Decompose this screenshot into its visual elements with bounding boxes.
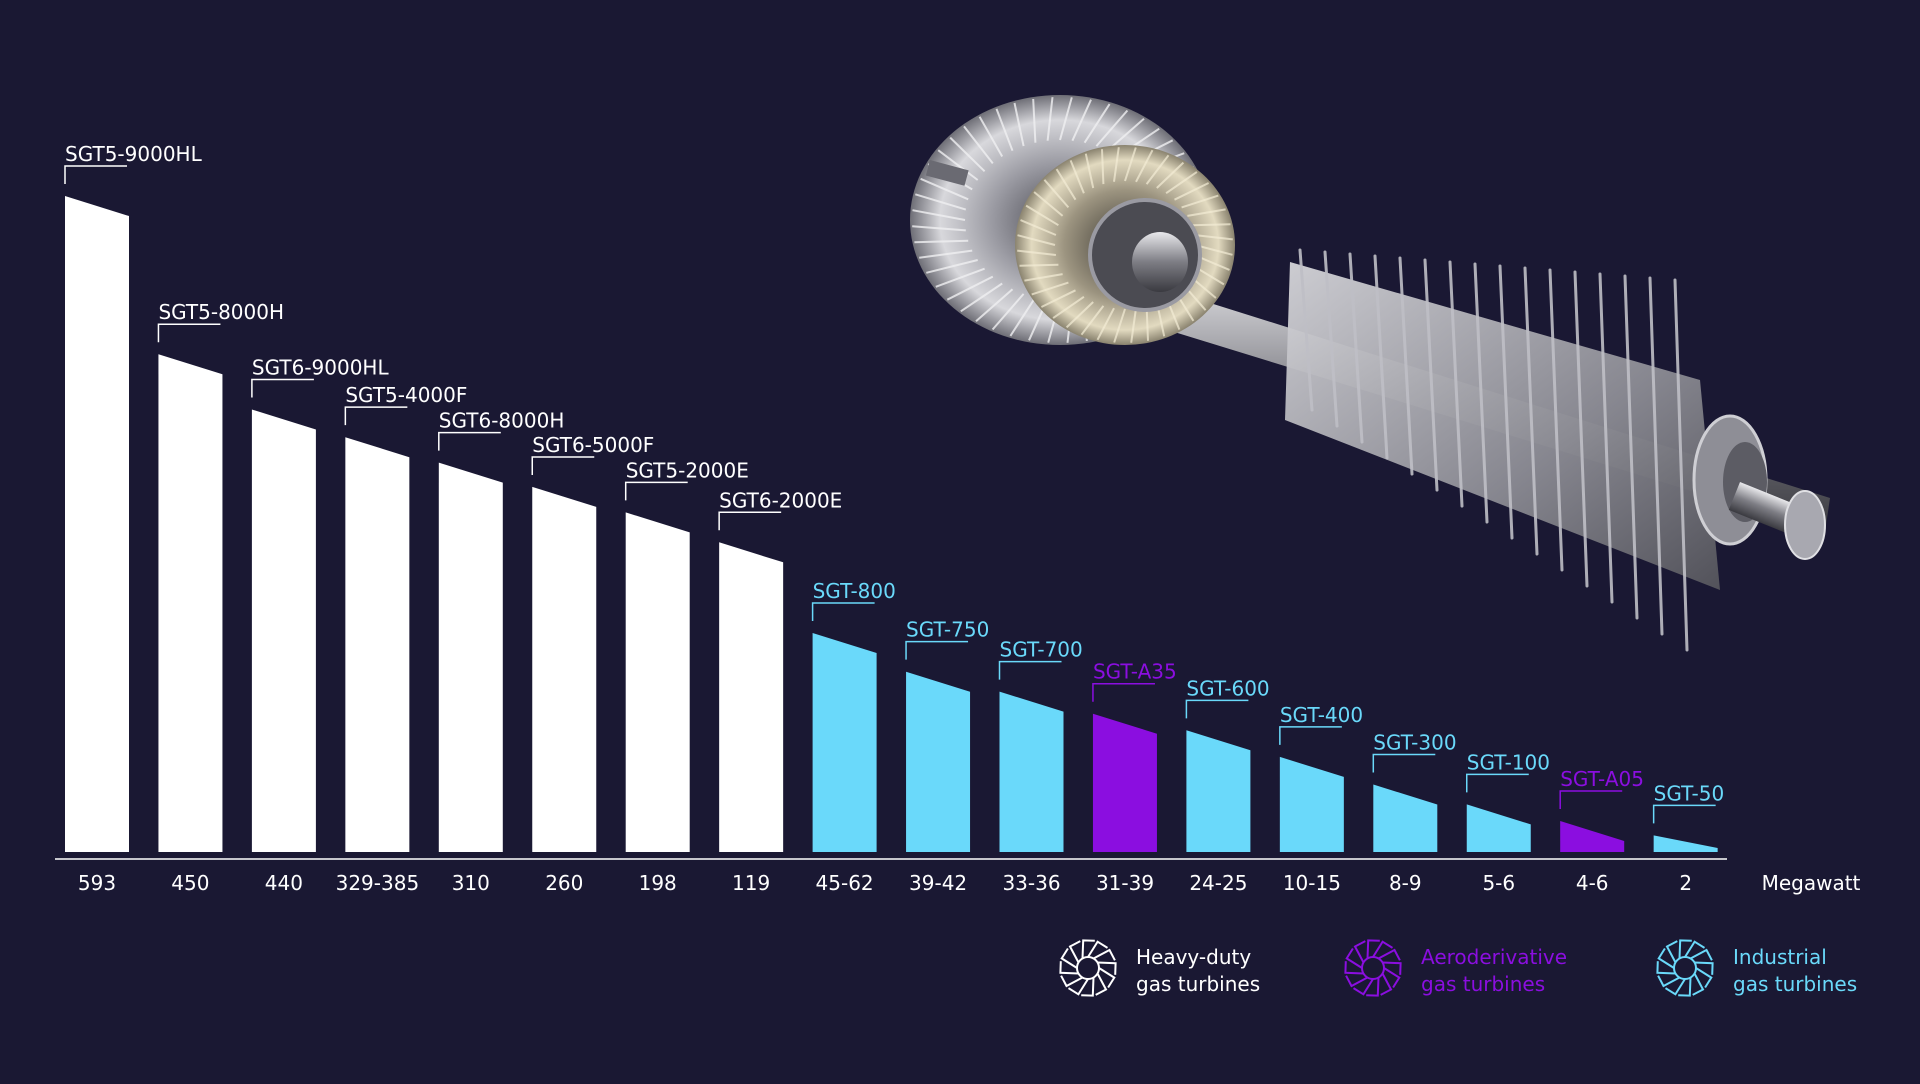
bar-label-sgt6-5000f: SGT6-5000F — [532, 433, 654, 457]
bar-sgt6-8000h — [438, 462, 503, 852]
legend-label-industrial: Industrial — [1733, 945, 1827, 969]
bar-label-sgt-750: SGT-750 — [906, 618, 989, 642]
bar-bracket — [1559, 790, 1623, 810]
legend: Heavy-duty gas turbines Aeroderivative gas … — [1059, 939, 1857, 997]
bar-sgt-a35 — [1092, 713, 1157, 852]
bar-bracket — [1466, 773, 1529, 793]
bar-sgt6-5000f — [532, 486, 597, 852]
bar-sgt-400 — [1279, 756, 1344, 852]
bar-label-sgt6-9000hl: SGT6-9000HL — [252, 356, 390, 380]
bar-sgt-750 — [906, 671, 971, 852]
tick-label: 450 — [171, 871, 209, 895]
bar-bracket — [157, 323, 221, 343]
tick-label: 593 — [78, 871, 116, 895]
bar-label-sgt-a35: SGT-A35 — [1093, 660, 1177, 684]
bar-bracket — [1185, 699, 1249, 719]
bar-sgt5-8000h — [158, 354, 223, 852]
bar-label-sgt-100: SGT-100 — [1467, 750, 1550, 774]
tick-label: 24-25 — [1189, 871, 1247, 895]
bar-label-sgt-700: SGT-700 — [1000, 638, 1083, 662]
legend-sublabel-industrial: gas turbines — [1733, 972, 1857, 996]
bar-sgt6-9000hl — [251, 409, 316, 852]
bar-label-sgt-800: SGT-800 — [813, 579, 896, 603]
bar-bracket — [1652, 804, 1716, 824]
bar-label-sgt5-2000e: SGT5-2000E — [626, 458, 749, 482]
legend-label-heavy: Heavy-duty — [1136, 945, 1251, 969]
turbine-wheel-icon — [1344, 939, 1402, 997]
tick-label: 10-15 — [1283, 871, 1341, 895]
bar-bracket — [905, 640, 969, 660]
tick-label: 310 — [452, 871, 490, 895]
bar-label-sgt-300: SGT-300 — [1373, 731, 1456, 755]
tick-label: 33-36 — [1002, 871, 1060, 895]
bar-label-group: SGT5-9000HL SGT5-8000H SGT6-9000HL SGT5-400… — [64, 142, 1725, 824]
unit-label: Megawatt — [1762, 871, 1861, 895]
bar-label-sgt-600: SGT-600 — [1186, 676, 1269, 700]
bar-bracket — [64, 165, 127, 184]
bar-bracket — [251, 378, 314, 398]
tick-label: 8-9 — [1389, 871, 1422, 895]
turbine-rotor-image — [910, 95, 1830, 652]
bar-label-sgt-400: SGT-400 — [1280, 703, 1363, 727]
bar-group — [65, 196, 1718, 852]
tick-label: 39-42 — [909, 871, 967, 895]
bar-label-sgt-a05: SGT-A05 — [1560, 767, 1644, 791]
tick-label: 440 — [265, 871, 303, 895]
bar-bracket — [1279, 726, 1342, 745]
bar-sgt6-2000e — [719, 542, 784, 852]
bar-bracket — [1372, 753, 1436, 773]
legend-label-aero: Aeroderivative — [1421, 945, 1567, 969]
tick-label: 45-62 — [816, 871, 874, 895]
tick-label: 119 — [732, 871, 770, 895]
bar-sgt-a05 — [1560, 821, 1625, 852]
tick-label: 31-39 — [1096, 871, 1154, 895]
bar-bracket — [438, 431, 501, 451]
bar-label-sgt6-2000e: SGT6-2000E — [719, 488, 842, 512]
turbine-wheel-icon — [1059, 939, 1117, 997]
bar-bracket — [344, 406, 408, 426]
bar-bracket — [531, 456, 595, 475]
bar-bracket — [998, 660, 1062, 680]
bar-sgt-100 — [1466, 804, 1531, 852]
bar-bracket — [718, 511, 782, 531]
bar-sgt5-4000f — [345, 437, 410, 852]
bar-label-sgt5-9000hl: SGT5-9000HL — [65, 142, 203, 166]
bar-sgt5-2000e — [625, 512, 690, 852]
bar-bracket — [1092, 682, 1155, 702]
tick-label: 198 — [639, 871, 677, 895]
bar-sgt-800 — [812, 633, 877, 852]
tick-label: 5-6 — [1482, 871, 1515, 895]
bar-label-sgt6-8000h: SGT6-8000H — [439, 409, 565, 433]
bar-sgt-300 — [1373, 784, 1438, 852]
tick-label: 329-385 — [336, 871, 420, 895]
bar-label-sgt-50: SGT-50 — [1654, 781, 1725, 805]
tick-label-group: 593 450 440 329-385 310 260 198 119 45-62 39-42 33… — [78, 871, 1692, 895]
turbine-wheel-icon — [1656, 939, 1714, 997]
bar-bracket — [624, 481, 688, 501]
bar-sgt-50 — [1653, 835, 1718, 852]
legend-sublabel-heavy: gas turbines — [1136, 972, 1260, 996]
tick-label: 260 — [545, 871, 583, 895]
bar-label-sgt5-8000h: SGT5-8000H — [158, 300, 284, 324]
bar-sgt5-9000hl — [65, 196, 129, 852]
bar-label-sgt5-4000f: SGT5-4000F — [345, 383, 467, 407]
tick-label: 2 — [1679, 871, 1692, 895]
bar-bracket — [811, 602, 875, 621]
legend-sublabel-aero: gas turbines — [1421, 972, 1545, 996]
bar-sgt-600 — [1186, 730, 1251, 852]
tick-label: 4-6 — [1576, 871, 1609, 895]
bar-sgt-700 — [999, 691, 1064, 852]
